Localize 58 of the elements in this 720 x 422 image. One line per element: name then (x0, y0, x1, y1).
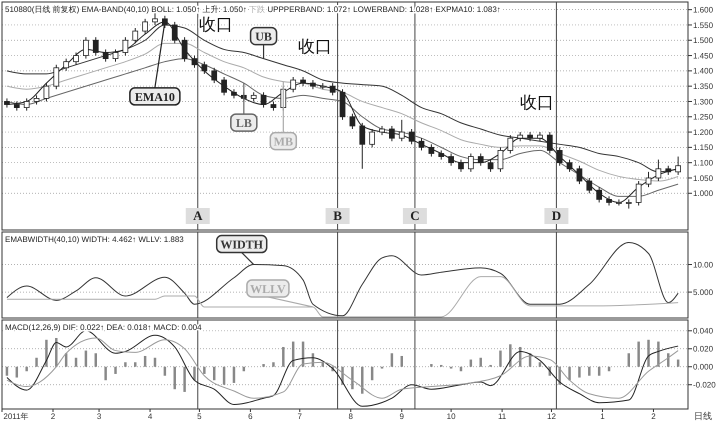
x-tick-label: 5 (197, 412, 202, 421)
x-tick-label: 7 (298, 412, 303, 421)
x-tick-label: 2011年 (3, 412, 29, 421)
y-tick-label: 1.150 (693, 143, 714, 152)
annotation: 收口 (520, 93, 554, 112)
series-label: LB (236, 116, 252, 130)
y-tick-label: 1.600 (693, 5, 714, 14)
y-tick-label: 1.500 (693, 36, 714, 46)
y-tick-label: 0.020 (693, 344, 714, 354)
series-label: WIDTH (220, 238, 264, 252)
annotation: MACD(12,26,9) (5, 323, 61, 332)
y-tick-label: 1.000 (693, 189, 714, 198)
x-tick-label: 6 (248, 412, 254, 421)
annotation: 收口 (298, 37, 332, 56)
y-tick-label: 1.450 (693, 51, 714, 60)
y-tick-label: 1.200 (693, 128, 714, 137)
x-tick-label: 8 (348, 412, 354, 421)
ref-line-label: A (193, 208, 204, 223)
text: EMA10 (134, 90, 175, 104)
ref-line-label: B (333, 208, 342, 223)
x-tick-label: 11 (498, 412, 507, 421)
x-tick-label: 2 (651, 412, 656, 421)
y-tick-label: 1.350 (693, 82, 714, 91)
annotation: EMA-BAND(40,10) (79, 5, 150, 14)
annotation: 510880(日线 前复权) (5, 5, 80, 14)
annotation: DIF: 0.022↑ (60, 323, 104, 332)
annotation: 下跌 (246, 5, 266, 14)
x-tick-label: 10 (446, 412, 456, 421)
series-label: UB (255, 30, 272, 44)
x-tick-label: 3 (96, 412, 102, 421)
annotation: DEA: 0.018↑ (104, 323, 152, 332)
annotation: WIDTH: 4.462↑ (79, 235, 136, 244)
x-axis-title: 日线 (694, 411, 712, 421)
annotation: 收口 (199, 15, 233, 34)
y-tick-label: 1.550 (693, 20, 714, 30)
y-tick-label: 1.400 (693, 66, 714, 76)
y-tick-label: 10.00 (693, 260, 714, 270)
y-tick-label: 5.000 (693, 288, 714, 297)
ref-line-label: C (410, 208, 420, 223)
x-tick-label: 1 (600, 412, 606, 421)
text: MB (274, 134, 293, 149)
annotation: EMABWIDTH(40,10) (5, 235, 80, 244)
x-tick-label: 12 (547, 412, 556, 421)
x-tick-label: 9 (400, 412, 405, 421)
y-tick-label: 0.040 (693, 326, 714, 336)
y-tick-label: -0.020 (693, 380, 716, 390)
ref-line-label: D (552, 208, 562, 223)
x-tick-label: 4 (148, 412, 153, 421)
series-label: WLLV (250, 282, 286, 296)
y-tick-label: 1.250 (693, 112, 714, 122)
x-tick-label: 2 (50, 412, 56, 421)
y-tick-label: 1.050 (693, 174, 714, 183)
y-tick-label: 1.100 (693, 158, 714, 168)
annotation: EXPMA10: 1.083↑ (433, 5, 501, 14)
y-tick-label: 1.300 (693, 97, 714, 106)
annotation: WLLV: 1.883 (136, 235, 184, 244)
annotation: 上升: 1.050↑ (200, 5, 247, 14)
y-tick-label: 0.000 (693, 362, 714, 372)
